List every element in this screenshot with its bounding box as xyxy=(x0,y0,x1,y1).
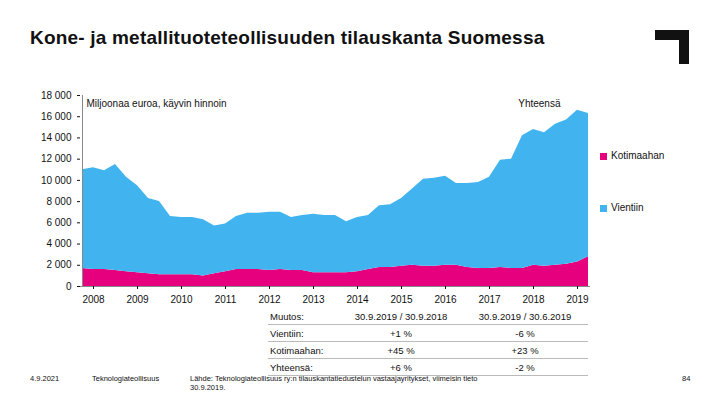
svg-text:2011: 2011 xyxy=(215,294,237,305)
html-text:+1 %: +1 % xyxy=(390,327,412,339)
html-text:4.9.2021: 4.9.2021 xyxy=(30,374,60,383)
html-text:+45 %: +45 % xyxy=(387,344,415,356)
html-text:30.9.2019 / 30.6.2019: 30.9.2019 / 30.6.2019 xyxy=(478,310,572,322)
svg-text:4 000: 4 000 xyxy=(46,238,71,249)
html-text:-6 %: -6 % xyxy=(515,327,535,339)
svg-text:2018: 2018 xyxy=(522,294,545,305)
svg-text:2 000: 2 000 xyxy=(46,259,71,270)
svg-text:2015: 2015 xyxy=(390,294,413,305)
svg-text:2016: 2016 xyxy=(434,294,457,305)
svg-text:2013: 2013 xyxy=(302,294,325,305)
html-text:-2 %: -2 % xyxy=(515,361,535,373)
html-text:Vientiin:: Vientiin: xyxy=(270,327,304,339)
html-text:+6 %: +6 % xyxy=(390,361,412,373)
svg-text:2012: 2012 xyxy=(258,294,281,305)
html-text:84: 84 xyxy=(682,374,691,383)
svg-text:2009: 2009 xyxy=(126,294,149,305)
svg-text:8 000: 8 000 xyxy=(46,196,71,207)
html-text:Teknologiateollisuus: Teknologiateollisuus xyxy=(92,374,160,383)
svg-text:6 000: 6 000 xyxy=(46,217,71,228)
svg-text:12 000: 12 000 xyxy=(41,153,72,164)
html-text:Yhteensä:: Yhteensä: xyxy=(270,361,313,373)
html-text:Kotimaahan: Kotimaahan xyxy=(611,150,665,161)
svg-text:14 000: 14 000 xyxy=(41,132,72,143)
html-text:Kotimaahan:: Kotimaahan: xyxy=(270,344,324,356)
html-text:Vientiin: Vientiin xyxy=(611,202,644,213)
svg-text:18 000: 18 000 xyxy=(41,90,72,101)
html-text:30.9.2019 / 30.9.2018: 30.9.2019 / 30.9.2018 xyxy=(354,310,448,322)
svg-text:0: 0 xyxy=(66,281,72,292)
svg-text:Yhteensä: Yhteensä xyxy=(518,98,561,109)
svg-text:Miljoonaa euroa, käyvin hinnoi: Miljoonaa euroa, käyvin hinnoin xyxy=(87,98,227,109)
svg-text:10 000: 10 000 xyxy=(41,175,72,186)
svg-text:2010: 2010 xyxy=(170,294,193,305)
svg-text:2019: 2019 xyxy=(566,294,589,305)
svg-text:2008: 2008 xyxy=(82,294,105,305)
svg-text:2017: 2017 xyxy=(478,294,501,305)
html-text:Muutos:: Muutos: xyxy=(270,310,304,322)
html-text:+23 %: +23 % xyxy=(511,344,539,356)
html-text:Kone- ja metallituoteteollisuu: Kone- ja metallituoteteollisuuden tilaus… xyxy=(30,27,545,48)
html-text:Lähde: Teknologiateollisuus ry: Lähde: Teknologiateollisuus ry:n tilausk… xyxy=(190,374,478,392)
svg-text:2014: 2014 xyxy=(346,294,369,305)
svg-text:16 000: 16 000 xyxy=(41,111,72,122)
